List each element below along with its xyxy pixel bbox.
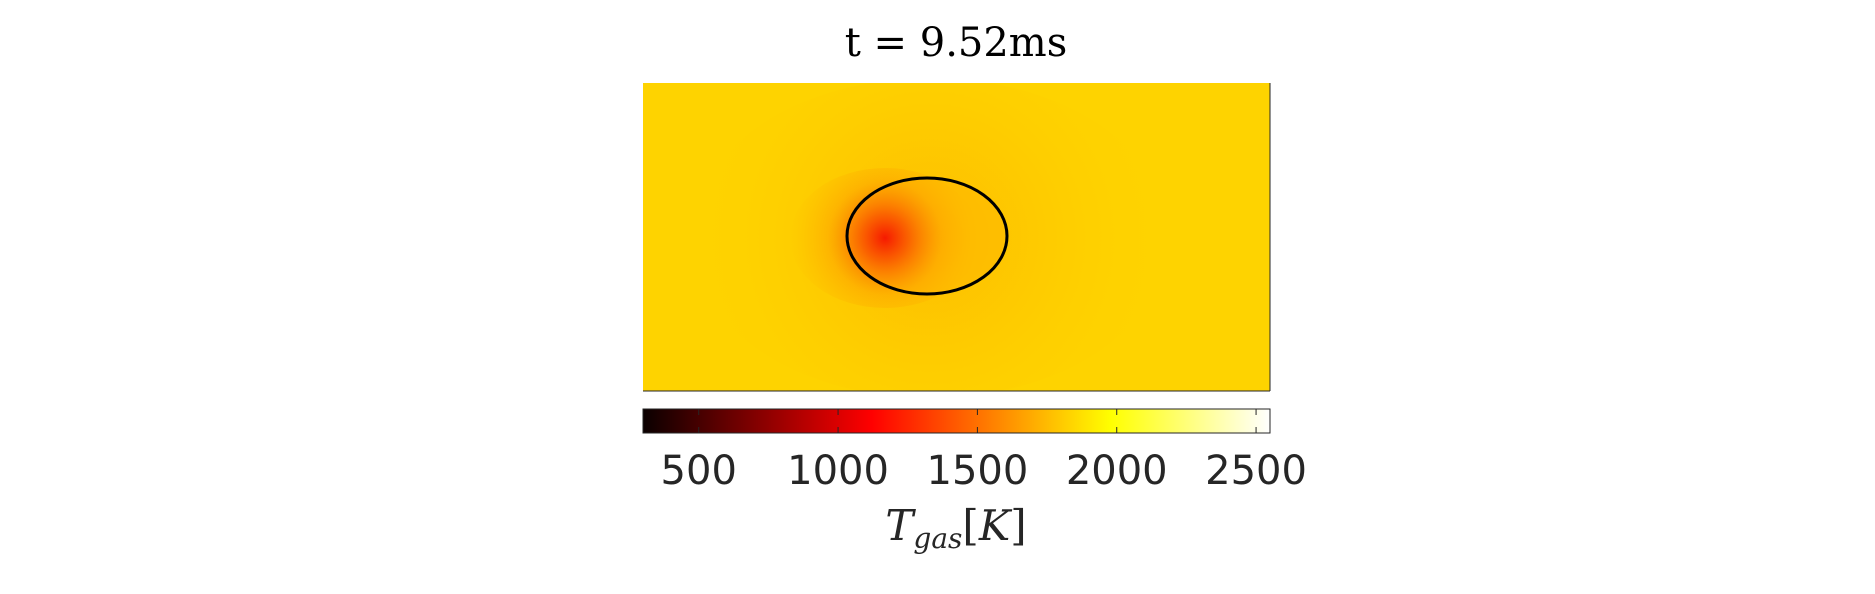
colorbar-tick-label-500: 500 xyxy=(661,448,737,494)
colorbar-ticks xyxy=(698,409,1257,433)
colorbar-label-bracket-open: [ xyxy=(962,501,978,550)
colorbar-label-unit: K xyxy=(978,501,1013,550)
droplet-contour xyxy=(845,176,1009,296)
colorbar-tick-label-1500: 1500 xyxy=(927,448,1029,494)
colorbar-label-bracket-close: ] xyxy=(1010,501,1026,550)
colorbar-tick-labels: 500 1000 1500 2000 2500 xyxy=(661,448,1307,494)
colorbar-tick-label-2000: 2000 xyxy=(1066,448,1168,494)
colorbar-frame xyxy=(642,408,1271,434)
colorbar-label-symbol: T xyxy=(885,501,916,550)
colorbar-tick-label-2500: 2500 xyxy=(1205,448,1307,494)
chart-title: t = 9.52ms xyxy=(845,20,1068,66)
colorbar-gradient xyxy=(643,409,1270,433)
colorbar: 500 1000 1500 2000 2500 Tgas[K] xyxy=(642,408,1307,555)
colorbar-label: Tgas[K] xyxy=(885,501,1026,555)
plot-area xyxy=(643,83,1270,391)
colorbar-tick-label-1000: 1000 xyxy=(787,448,889,494)
colorbar-label-subscript: gas xyxy=(913,522,962,555)
hot-spot xyxy=(790,168,980,308)
